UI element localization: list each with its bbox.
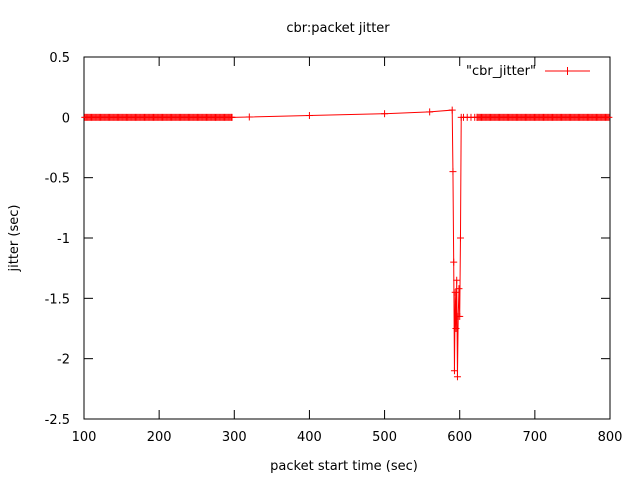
x-tick-label: 400 [297,430,322,445]
data-point [451,288,459,296]
data-point [605,113,613,121]
x-axis-label: packet start time (sec) [270,459,418,474]
data-point [450,367,458,375]
plot-border [83,56,611,420]
x-tick-label: 500 [372,430,397,445]
data-point [450,258,458,266]
x-tick-label: 700 [522,430,547,445]
y-tick-label: -1 [57,232,70,247]
data-point [448,106,456,114]
y-tick-label: 0.5 [49,51,70,66]
data-point [228,113,236,121]
data-point [453,276,461,284]
y-tick-label: -1.5 [45,292,70,307]
data-point [381,110,389,118]
data-point [452,325,460,332]
x-tick-label: 300 [222,430,247,445]
plot-frame [83,56,611,420]
y-axis: 0.5 0 -0.5 -1 -1.5 -2 -2.5 [45,51,610,428]
series-cbr-jitter [81,106,613,381]
x-tick-label: 100 [72,430,97,445]
y-tick-label: 0 [62,111,70,126]
x-tick-label: 800 [598,430,623,445]
y-axis-label: jitter (sec) [7,205,22,273]
legend-label: "cbr_jitter" [466,64,536,79]
legend: "cbr_jitter" [466,64,590,79]
x-axis: 100 200 300 400 500 600 700 800 [72,57,623,445]
data-point [455,285,463,293]
y-tick-label: -2.5 [45,413,70,428]
legend-marker [563,67,572,75]
chart-title: cbr:packet jitter [286,21,390,36]
x-tick-label: 600 [447,430,472,445]
data-point [456,312,464,320]
data-point [426,108,434,116]
y-tick-label: -0.5 [45,172,70,187]
data-point [305,112,313,120]
data-point [456,234,464,242]
x-tick-label: 200 [147,430,172,445]
data-point [245,113,253,121]
data-point [449,168,457,176]
series-line [84,109,609,377]
y-tick-label: -2 [57,353,70,368]
data-point [453,373,461,381]
